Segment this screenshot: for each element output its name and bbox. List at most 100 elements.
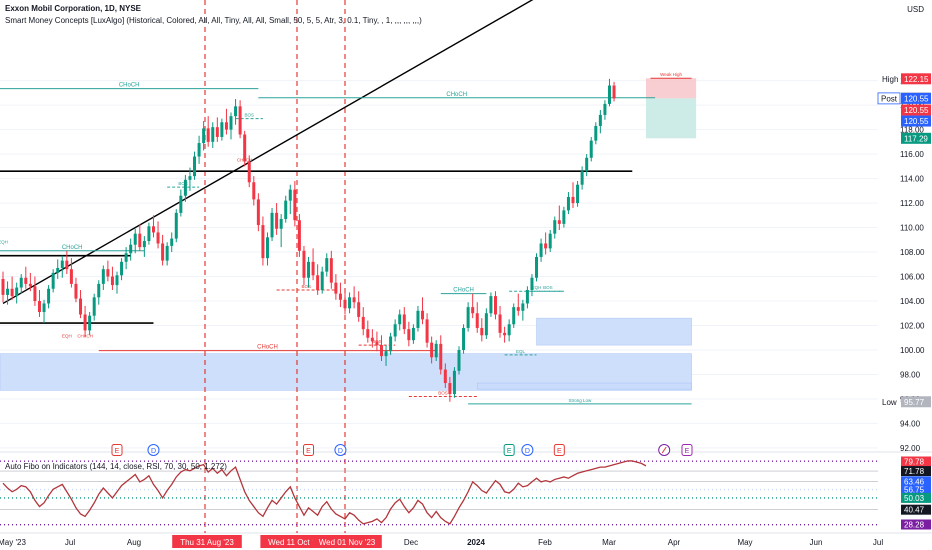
price-label-text: 95.77 [904, 398, 925, 407]
price-label-text: 122.15 [904, 75, 929, 84]
candle-body [202, 128, 206, 144]
candle-body [361, 316, 365, 330]
event-marker-letter: E [685, 448, 690, 455]
candle-body [24, 277, 28, 284]
candle-body [129, 244, 133, 254]
candle-body [65, 260, 69, 270]
candle-body [147, 226, 151, 242]
time-tick-label: Wed 01 Nov '23 [319, 538, 376, 547]
candle-body [548, 233, 552, 249]
event-marker-letter: E [306, 448, 311, 455]
candle-body [88, 315, 92, 331]
price-label-text: 120.55 [904, 94, 929, 103]
candle-body [120, 261, 124, 276]
candle-body [411, 327, 415, 341]
candle-body [138, 233, 142, 248]
fib-level-label: 56.75 [904, 486, 925, 495]
candle-body [512, 307, 516, 325]
candle-body [1, 278, 5, 295]
candle-body [439, 343, 443, 370]
zone-blue [476, 382, 692, 390]
price-tick-label: 108.00 [900, 248, 925, 257]
candle-body [293, 189, 297, 221]
candle-body [133, 233, 137, 245]
candle-body [170, 238, 174, 246]
price-tick-label: 118.00 [900, 126, 924, 135]
candle-body [430, 342, 434, 358]
price-label-box [901, 396, 931, 408]
candle-body [553, 220, 557, 234]
candle-body [462, 327, 466, 350]
price-tick-label: 102.00 [900, 321, 925, 330]
time-tick-label: Aug [127, 538, 141, 547]
candle-body [525, 289, 529, 304]
candle-body [557, 220, 561, 224]
candle-body [92, 297, 96, 316]
candle-body [97, 283, 101, 298]
oscillator-title: Auto Fibo on Indicators (144, 14, close,… [5, 462, 227, 471]
candle-body [316, 275, 320, 290]
price-tick-label: 100.00 [900, 346, 925, 355]
structure-label: CHoCH [62, 245, 83, 251]
candle-body [484, 313, 488, 336]
candle-body [334, 282, 338, 294]
price-tick-label: 106.00 [900, 273, 925, 282]
earnings-event-icon [111, 444, 123, 456]
post-tag-text: Post [881, 94, 898, 103]
candle-body [215, 127, 219, 137]
candle-body [562, 210, 566, 224]
price-label-text: High [882, 75, 898, 84]
candle-body [357, 302, 361, 317]
candle-body [489, 296, 493, 314]
time-tick-label: Jun [810, 538, 823, 547]
structure-label: CHoCH [257, 345, 278, 351]
price-tick-label: 98.00 [900, 370, 921, 379]
candle-body [188, 176, 192, 180]
structure-label: EQL [516, 349, 526, 354]
candle-body [338, 293, 342, 300]
structure-label: EQH [62, 334, 72, 339]
candle-body [288, 189, 292, 201]
earnings-event-icon [503, 444, 515, 456]
structure-label: Strong Low [568, 398, 592, 403]
candle-body [265, 237, 269, 259]
candle-body [37, 301, 41, 313]
candle-body [576, 184, 580, 204]
fib-level-label-box [901, 492, 931, 503]
candle-body [247, 161, 251, 183]
price-tick-label: 110.00 [900, 224, 924, 233]
candle-body [33, 286, 37, 302]
dividend-event-icon [334, 444, 347, 456]
price-label-box [901, 115, 931, 127]
time-tick-label: 2024 [467, 538, 485, 547]
fib-level-label: 50.03 [904, 494, 925, 503]
candle-body [161, 243, 165, 261]
price-label-text: 120.55 [904, 106, 929, 115]
candle-body [101, 269, 105, 284]
trend-line [2, 0, 534, 305]
candle-body [379, 345, 383, 357]
candle-body [352, 297, 356, 303]
candle-body [142, 241, 146, 248]
time-tick-label: Thu 31 Aug '23 [180, 538, 234, 547]
symbol-title: Exxon Mobil Corporation, 1D, NYSE [5, 4, 142, 13]
candle-body [398, 314, 402, 325]
fib-level-label: 71.78 [904, 467, 925, 476]
candle-body [443, 369, 447, 384]
fib-level-label-box [901, 456, 931, 467]
candle-body [115, 275, 119, 286]
candle-body [243, 134, 247, 162]
candle-body [220, 122, 224, 137]
candle-body [539, 243, 543, 257]
structure-label: BOS [543, 285, 553, 290]
fib-level-label-box [901, 484, 931, 495]
candle-body [393, 324, 397, 337]
candle-body [329, 258, 333, 283]
price-labels: High122.15120.59Post120.55120.55120.5511… [877, 73, 931, 408]
candle-body [79, 298, 83, 315]
candle-body [106, 269, 110, 277]
candle-body [275, 212, 279, 229]
dividend-event-icon [521, 444, 534, 456]
time-tick-label: Dec [404, 538, 418, 547]
